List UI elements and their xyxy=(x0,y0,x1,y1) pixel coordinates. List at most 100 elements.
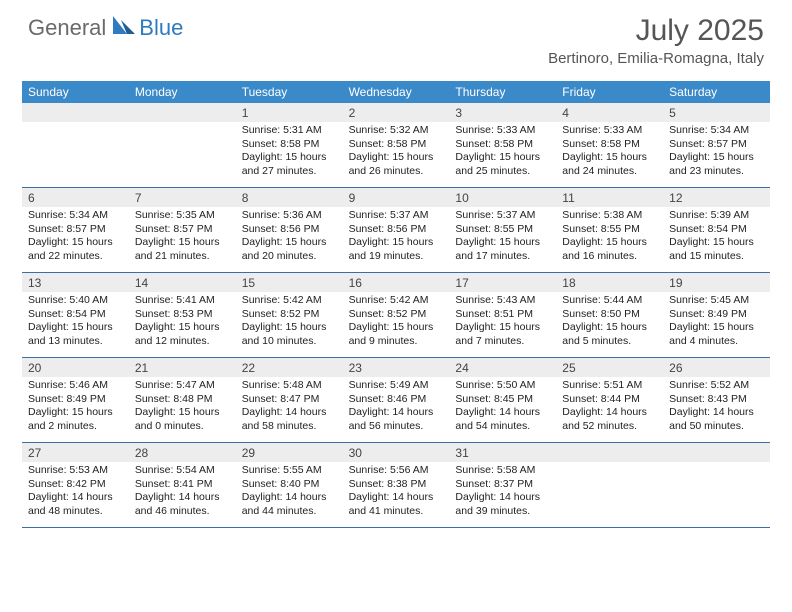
daylight-text: Daylight: 15 hours and 19 minutes. xyxy=(349,236,444,263)
day-number-bar: 20 xyxy=(22,358,129,377)
month-title: July 2025 xyxy=(548,14,764,48)
daylight-text: Daylight: 15 hours and 13 minutes. xyxy=(28,321,123,348)
day-number-bar: 14 xyxy=(129,273,236,292)
day-number: 6 xyxy=(22,188,129,207)
day-cell xyxy=(22,103,129,187)
day-cell: 27Sunrise: 5:53 AMSunset: 8:42 PMDayligh… xyxy=(22,443,129,527)
daylight-text: Daylight: 15 hours and 12 minutes. xyxy=(135,321,230,348)
day-number: 8 xyxy=(236,188,343,207)
sunset-text: Sunset: 8:43 PM xyxy=(669,393,764,407)
sunrise-text: Sunrise: 5:53 AM xyxy=(28,464,123,478)
day-cell: 13Sunrise: 5:40 AMSunset: 8:54 PMDayligh… xyxy=(22,273,129,357)
day-number xyxy=(129,103,236,122)
day-cell xyxy=(556,443,663,527)
day-number-bar: 27 xyxy=(22,443,129,462)
day-number-bar: 22 xyxy=(236,358,343,377)
day-number-bar: 18 xyxy=(556,273,663,292)
day-number: 9 xyxy=(343,188,450,207)
sunset-text: Sunset: 8:47 PM xyxy=(242,393,337,407)
day-cell: 24Sunrise: 5:50 AMSunset: 8:45 PMDayligh… xyxy=(449,358,556,442)
daylight-text: Daylight: 14 hours and 41 minutes. xyxy=(349,491,444,518)
sunset-text: Sunset: 8:46 PM xyxy=(349,393,444,407)
sunrise-text: Sunrise: 5:34 AM xyxy=(669,124,764,138)
day-number-bar: 9 xyxy=(343,188,450,207)
sunset-text: Sunset: 8:52 PM xyxy=(242,308,337,322)
daylight-text: Daylight: 15 hours and 9 minutes. xyxy=(349,321,444,348)
day-number: 28 xyxy=(129,443,236,462)
day-body: Sunrise: 5:42 AMSunset: 8:52 PMDaylight:… xyxy=(236,292,343,353)
day-body: Sunrise: 5:52 AMSunset: 8:43 PMDaylight:… xyxy=(663,377,770,438)
day-number-bar: 3 xyxy=(449,103,556,122)
day-number: 27 xyxy=(22,443,129,462)
day-number-bar: 11 xyxy=(556,188,663,207)
day-number: 16 xyxy=(343,273,450,292)
day-number: 11 xyxy=(556,188,663,207)
sunset-text: Sunset: 8:50 PM xyxy=(562,308,657,322)
daylight-text: Daylight: 14 hours and 50 minutes. xyxy=(669,406,764,433)
sunrise-text: Sunrise: 5:56 AM xyxy=(349,464,444,478)
daylight-text: Daylight: 15 hours and 0 minutes. xyxy=(135,406,230,433)
sunrise-text: Sunrise: 5:34 AM xyxy=(28,209,123,223)
day-number: 23 xyxy=(343,358,450,377)
sunset-text: Sunset: 8:58 PM xyxy=(455,138,550,152)
day-number: 31 xyxy=(449,443,556,462)
sunset-text: Sunset: 8:51 PM xyxy=(455,308,550,322)
day-number: 7 xyxy=(129,188,236,207)
day-number: 1 xyxy=(236,103,343,122)
sunrise-text: Sunrise: 5:50 AM xyxy=(455,379,550,393)
day-number xyxy=(556,443,663,462)
sunrise-text: Sunrise: 5:42 AM xyxy=(349,294,444,308)
sunset-text: Sunset: 8:48 PM xyxy=(135,393,230,407)
day-number: 3 xyxy=(449,103,556,122)
sunrise-text: Sunrise: 5:48 AM xyxy=(242,379,337,393)
day-cell: 17Sunrise: 5:43 AMSunset: 8:51 PMDayligh… xyxy=(449,273,556,357)
daylight-text: Daylight: 15 hours and 24 minutes. xyxy=(562,151,657,178)
day-body: Sunrise: 5:31 AMSunset: 8:58 PMDaylight:… xyxy=(236,122,343,183)
day-number: 15 xyxy=(236,273,343,292)
sunrise-text: Sunrise: 5:45 AM xyxy=(669,294,764,308)
sunrise-text: Sunrise: 5:41 AM xyxy=(135,294,230,308)
day-number-bar: 7 xyxy=(129,188,236,207)
sunrise-text: Sunrise: 5:36 AM xyxy=(242,209,337,223)
day-body: Sunrise: 5:50 AMSunset: 8:45 PMDaylight:… xyxy=(449,377,556,438)
sunset-text: Sunset: 8:41 PM xyxy=(135,478,230,492)
day-cell: 9Sunrise: 5:37 AMSunset: 8:56 PMDaylight… xyxy=(343,188,450,272)
sunrise-text: Sunrise: 5:32 AM xyxy=(349,124,444,138)
sunrise-text: Sunrise: 5:39 AM xyxy=(669,209,764,223)
day-cell: 29Sunrise: 5:55 AMSunset: 8:40 PMDayligh… xyxy=(236,443,343,527)
day-cell: 10Sunrise: 5:37 AMSunset: 8:55 PMDayligh… xyxy=(449,188,556,272)
day-number: 18 xyxy=(556,273,663,292)
weekday-label: Tuesday xyxy=(236,81,343,103)
sunset-text: Sunset: 8:56 PM xyxy=(242,223,337,237)
logo-text-general: General xyxy=(28,15,106,41)
day-number-bar: 21 xyxy=(129,358,236,377)
day-number-bar: 8 xyxy=(236,188,343,207)
day-number-bar: 12 xyxy=(663,188,770,207)
daylight-text: Daylight: 14 hours and 52 minutes. xyxy=(562,406,657,433)
day-body: Sunrise: 5:34 AMSunset: 8:57 PMDaylight:… xyxy=(22,207,129,268)
sunset-text: Sunset: 8:58 PM xyxy=(349,138,444,152)
weekday-label: Sunday xyxy=(22,81,129,103)
location-subtitle: Bertinoro, Emilia-Romagna, Italy xyxy=(548,50,764,67)
daylight-text: Daylight: 14 hours and 46 minutes. xyxy=(135,491,230,518)
day-body: Sunrise: 5:53 AMSunset: 8:42 PMDaylight:… xyxy=(22,462,129,523)
day-body: Sunrise: 5:44 AMSunset: 8:50 PMDaylight:… xyxy=(556,292,663,353)
day-number-bar: 2 xyxy=(343,103,450,122)
day-number-bar: 26 xyxy=(663,358,770,377)
sunset-text: Sunset: 8:55 PM xyxy=(455,223,550,237)
logo: General Blue xyxy=(28,14,183,41)
day-body: Sunrise: 5:37 AMSunset: 8:56 PMDaylight:… xyxy=(343,207,450,268)
daylight-text: Daylight: 14 hours and 48 minutes. xyxy=(28,491,123,518)
day-body: Sunrise: 5:43 AMSunset: 8:51 PMDaylight:… xyxy=(449,292,556,353)
page-header: General Blue July 2025 Bertinoro, Emilia… xyxy=(0,0,792,73)
sunset-text: Sunset: 8:58 PM xyxy=(562,138,657,152)
day-number-bar: 24 xyxy=(449,358,556,377)
weeks-container: 1Sunrise: 5:31 AMSunset: 8:58 PMDaylight… xyxy=(22,103,770,528)
day-number-bar: 13 xyxy=(22,273,129,292)
day-cell: 2Sunrise: 5:32 AMSunset: 8:58 PMDaylight… xyxy=(343,103,450,187)
week-row: 20Sunrise: 5:46 AMSunset: 8:49 PMDayligh… xyxy=(22,358,770,443)
day-cell: 26Sunrise: 5:52 AMSunset: 8:43 PMDayligh… xyxy=(663,358,770,442)
day-cell: 6Sunrise: 5:34 AMSunset: 8:57 PMDaylight… xyxy=(22,188,129,272)
sunrise-text: Sunrise: 5:43 AM xyxy=(455,294,550,308)
day-number-bar: 4 xyxy=(556,103,663,122)
